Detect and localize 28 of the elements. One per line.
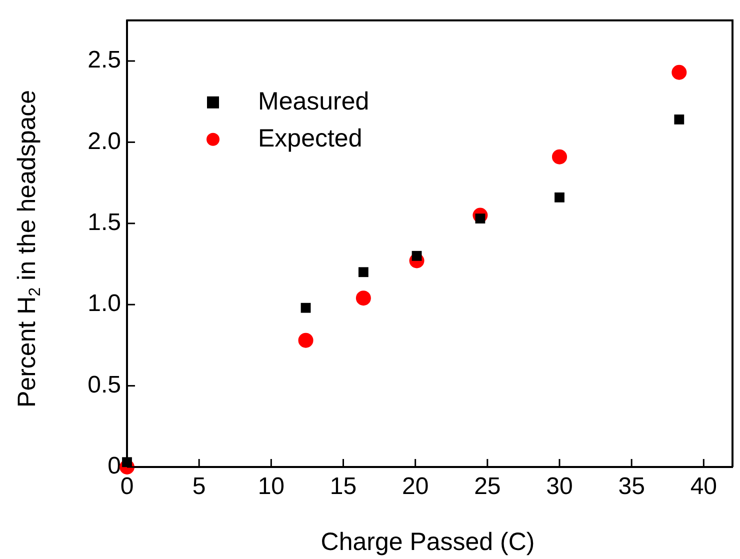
y-axis-title: Percent H2 in the headspace (12, 90, 44, 408)
y-tick-label: 0 (108, 452, 121, 480)
point (672, 64, 687, 80)
x-tick-label: 25 (474, 473, 501, 500)
legend-label: Expected (258, 124, 362, 152)
x-axis-title: Charge Passed (C) (320, 528, 535, 556)
point (298, 332, 314, 348)
point (674, 114, 684, 124)
y-tick-label: 2.0 (88, 128, 121, 155)
x-tick-label: 40 (690, 473, 718, 500)
y-tick-label: 0.5 (88, 371, 121, 398)
point (412, 250, 422, 261)
point (122, 457, 132, 468)
y-tick-label: 1.5 (88, 209, 121, 236)
point (358, 267, 368, 278)
x-tick-label: 5 (192, 473, 206, 500)
point (356, 290, 371, 306)
point (552, 149, 567, 164)
x-tick-label: 30 (546, 473, 573, 500)
legend-label: Measured (258, 87, 370, 116)
y-tick-label: 1.0 (88, 290, 121, 318)
x-tick-label: 10 (258, 473, 285, 500)
point (554, 192, 564, 202)
y-tick-label: 2.5 (88, 46, 121, 74)
x-tick-label: 35 (618, 473, 645, 500)
x-tick-label: 15 (330, 473, 357, 500)
point (300, 302, 311, 313)
x-tick-label: 20 (402, 473, 429, 500)
